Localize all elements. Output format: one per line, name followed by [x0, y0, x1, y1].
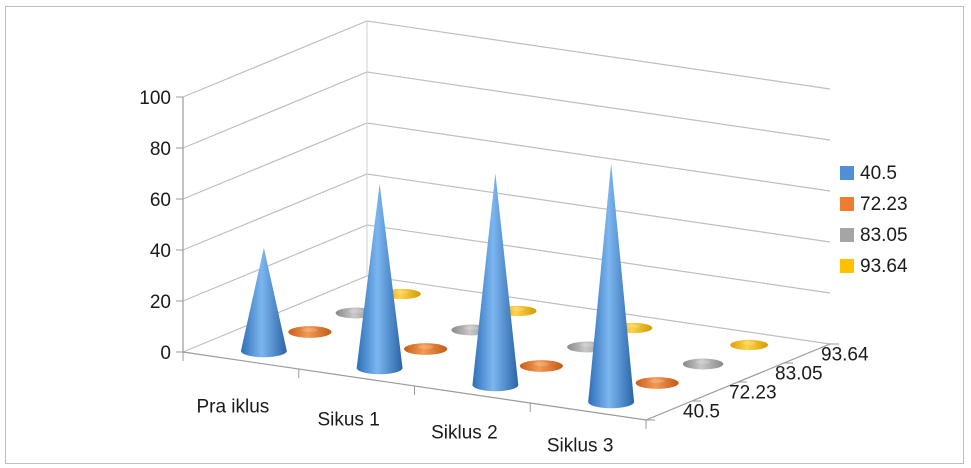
cone-base — [730, 339, 769, 351]
cone-highlight — [464, 326, 479, 330]
cone-highlight — [533, 361, 549, 366]
cone-72-23-1 — [404, 343, 448, 355]
depth-tick-label: 93.64 — [821, 345, 869, 366]
cone-highlight — [395, 290, 409, 295]
cone-body — [472, 173, 519, 392]
gridline — [182, 71, 831, 149]
cone-72-23-3 — [635, 377, 679, 389]
cone-93-64-3 — [730, 339, 769, 351]
cone-highlight — [302, 327, 318, 332]
legend-label: 93.64 — [860, 256, 908, 277]
legend-swatch — [840, 259, 854, 273]
cone-base — [635, 377, 679, 389]
chart-frame: 0 20 40 60 80 100 Pra iklus Sikus 1 Siklus 2 Sikl… — [5, 6, 964, 464]
cone-highlight — [418, 344, 434, 349]
y-tick-label: 100 — [139, 88, 171, 109]
legend-swatch — [840, 228, 854, 242]
cone-40-5-0 — [240, 247, 287, 358]
legend-label: 83.05 — [860, 225, 908, 246]
cone-40-5-2 — [472, 173, 519, 392]
cone-72-23-0 — [288, 326, 332, 338]
y-tick-label: 20 — [150, 292, 171, 313]
x-tick-label: Siklus 3 — [547, 436, 614, 457]
cone-highlight — [696, 360, 711, 364]
legend-label: 72.23 — [860, 194, 908, 215]
depth-tick-label: 83.05 — [775, 364, 823, 385]
x-tick-label: Sikus 1 — [317, 410, 379, 431]
cone-chart: 0 20 40 60 80 100 Pra iklus Sikus 1 Siklus 2 Sikl… — [139, 20, 908, 457]
cone-base — [288, 326, 332, 338]
axes-layer — [176, 20, 839, 429]
cone-highlight — [580, 343, 595, 347]
legend: 40.5 72.23 83.05 93.64 — [840, 163, 908, 277]
cone-highlight — [511, 307, 525, 312]
depth-tick-label: 72.23 — [729, 383, 777, 404]
cone-body — [356, 183, 403, 375]
gridline — [182, 173, 831, 251]
cone-40-5-3 — [588, 163, 635, 409]
cone-body — [240, 247, 287, 358]
cone-base — [519, 360, 563, 372]
y-tick-label: 40 — [150, 241, 171, 262]
cone-highlight — [626, 324, 640, 329]
cone-72-23-2 — [519, 360, 563, 372]
y-tick-label: 80 — [150, 139, 171, 160]
cone-highlight — [649, 378, 665, 383]
legend-swatch — [840, 166, 854, 180]
legend-swatch — [840, 197, 854, 211]
cone-highlight — [348, 309, 363, 313]
y-tick-label: 0 — [160, 343, 171, 364]
marks-layer — [240, 163, 769, 409]
cone-base — [682, 358, 724, 370]
legend-label: 40.5 — [860, 163, 897, 184]
cone-highlight — [742, 341, 756, 346]
y-tick-label: 60 — [150, 190, 171, 211]
gridline — [182, 122, 831, 200]
x-tick-label: Siklus 2 — [431, 423, 498, 444]
depth-tick-label: 40.5 — [683, 402, 720, 423]
cone-base — [404, 343, 448, 355]
gridline — [182, 20, 831, 98]
labels-layer: 0 20 40 60 80 100 Pra iklus Sikus 1 Siklus 2 Sikl… — [139, 88, 869, 457]
cone-40-5-1 — [356, 183, 403, 375]
cone-body — [588, 163, 635, 409]
x-tick-label: Pra iklus — [196, 397, 269, 418]
cone-83-05-3 — [682, 358, 724, 370]
